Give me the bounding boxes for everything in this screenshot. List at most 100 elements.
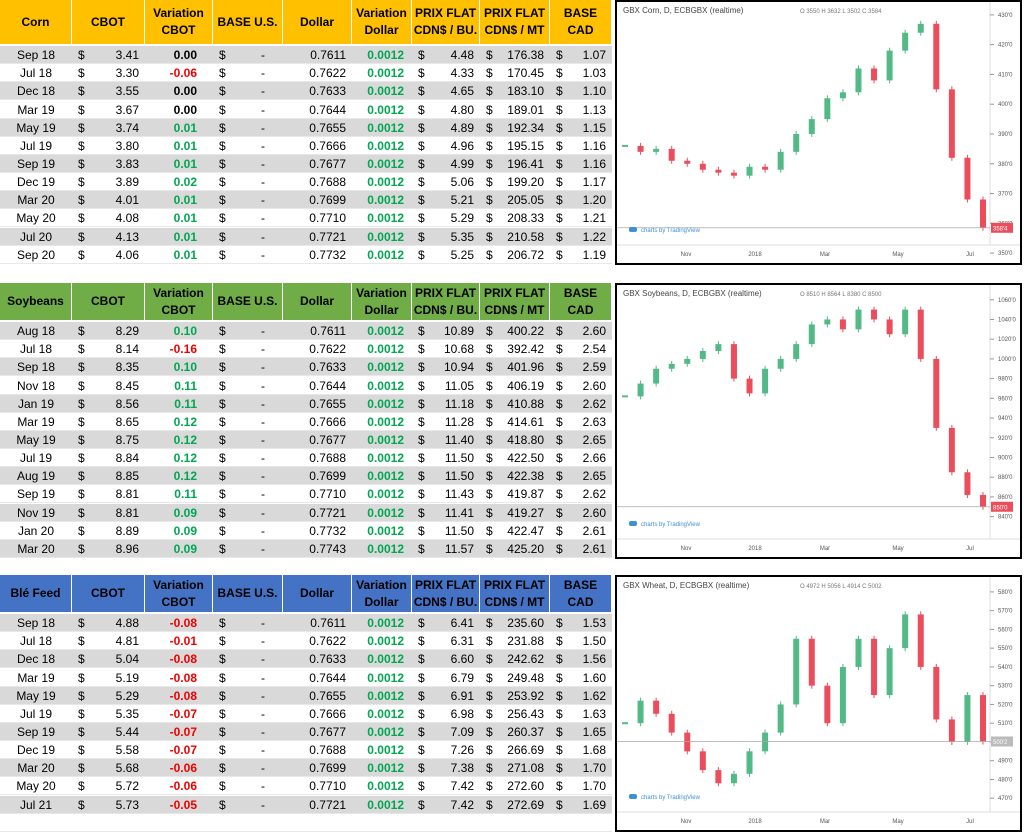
table-cell: 0.7688 [283,173,352,191]
y-tick-label: 490'0 [998,759,1013,765]
currency: $ [486,120,493,135]
currency: $ [486,541,493,556]
header-text: Blé Feed [10,586,61,600]
cell-value: 11.50 [444,469,474,484]
table-cell: $11.57 [412,540,480,558]
candle [730,773,737,784]
cell-value: 1.17 [582,175,606,190]
table-cell: $2.62 [550,395,612,413]
credit-logo [629,794,637,799]
candle [933,23,940,90]
table-cell: Jul 18 [0,632,72,650]
cell-value: 6.91 [450,688,474,703]
header-text: CDN$ / MT [484,302,545,317]
variation: 0.0012 [367,743,404,758]
cell-value: Sep 20 [16,247,56,262]
table-cell: $3.74 [72,119,145,137]
table-cell: $272.60 [480,777,550,795]
table-cell: $11.05 [412,376,480,394]
table-cell: 0.7655 [283,687,352,705]
candle [668,148,675,161]
currency: $ [78,342,85,357]
cell-value: 4.01 [115,193,139,208]
cell-value: - [261,414,265,429]
cell-value: 1.50 [582,634,606,649]
header-text: PRIX FLAT [483,577,546,592]
variation: 0.12 [173,414,197,429]
header-text: Dollar [299,586,334,600]
last-price-tag [991,222,1013,233]
cell-value: 0.7666 [309,414,346,429]
cell-value: 1.10 [582,84,606,99]
cell-value: 253.92 [507,688,544,703]
variation: 0.11 [174,487,197,502]
y-tick-label: 1020'0 [998,337,1016,343]
table-cell: Sep 18 [0,46,72,64]
table-cell: Jan 20 [0,522,72,540]
candle [684,358,691,364]
cell-value: 199.20 [507,175,544,190]
table-cell: $7.42 [412,796,480,814]
cell-value: 3.83 [115,156,139,171]
table-cell: 0.0012 [352,358,412,376]
variation: 0.0012 [367,229,404,244]
table-row [0,64,612,83]
table-row [0,173,612,192]
currency: $ [486,175,493,190]
currency: $ [219,211,226,226]
table-cell: $3.41 [72,46,145,64]
table-cell: 0.09 [145,504,213,522]
candle [762,166,769,170]
table-cell: 0.0012 [352,614,412,632]
currency: $ [219,120,226,135]
currency: $ [418,451,425,466]
table-cell: $10.89 [412,322,480,340]
header-text: Soybeans [7,294,64,308]
cell-value: 422.50 [507,451,544,466]
currency: $ [78,616,85,631]
cell-value: 266.69 [507,743,544,758]
table-cell: Sep 19 [0,155,72,173]
table-cell: Mar 20 [0,191,72,209]
cell-value: - [261,342,265,357]
currency: $ [486,523,493,538]
cell-value: 8.75 [115,432,139,447]
candle [855,309,862,330]
table-row [0,467,612,486]
table-cell: $2.54 [550,340,612,358]
variation: 0.0012 [367,414,404,429]
cell-value: Jul 19 [19,451,53,466]
currency: $ [219,541,226,556]
cell-value: 2.60 [582,505,606,520]
currency: $ [418,432,425,447]
table-cell: 0.0012 [352,376,412,394]
table-cell: 0.0012 [352,413,412,431]
candle [777,358,784,369]
currency: $ [556,48,563,63]
table-cell: 0.0012 [352,449,412,467]
currency: $ [486,670,493,685]
table-row [0,722,612,742]
variation: 0.0012 [367,138,404,153]
x-tick-label: Nov [681,546,692,552]
table-cell: $11.43 [412,485,480,503]
cell-value: 1.62 [582,688,606,703]
currency: $ [486,211,493,226]
cell-value: - [261,469,265,484]
cell-value: Sep 19 [16,487,56,502]
currency: $ [556,797,563,812]
table-cell: $8.85 [72,467,145,485]
table-cell: Sep 19 [0,485,72,503]
last-price-label: 850'0 [993,505,1008,511]
table-cell: 0.7732 [283,522,352,540]
x-tick-label: Mar [820,819,830,825]
candle [653,368,660,384]
table-cell: 0.7611 [283,46,352,64]
table-cell: 0.0012 [352,705,412,723]
cell-value: - [261,360,265,375]
candle [684,732,691,752]
cell-value: 4.99 [450,156,474,171]
table-cell: 0.7655 [283,119,352,137]
table-cell: $1.70 [550,777,612,795]
